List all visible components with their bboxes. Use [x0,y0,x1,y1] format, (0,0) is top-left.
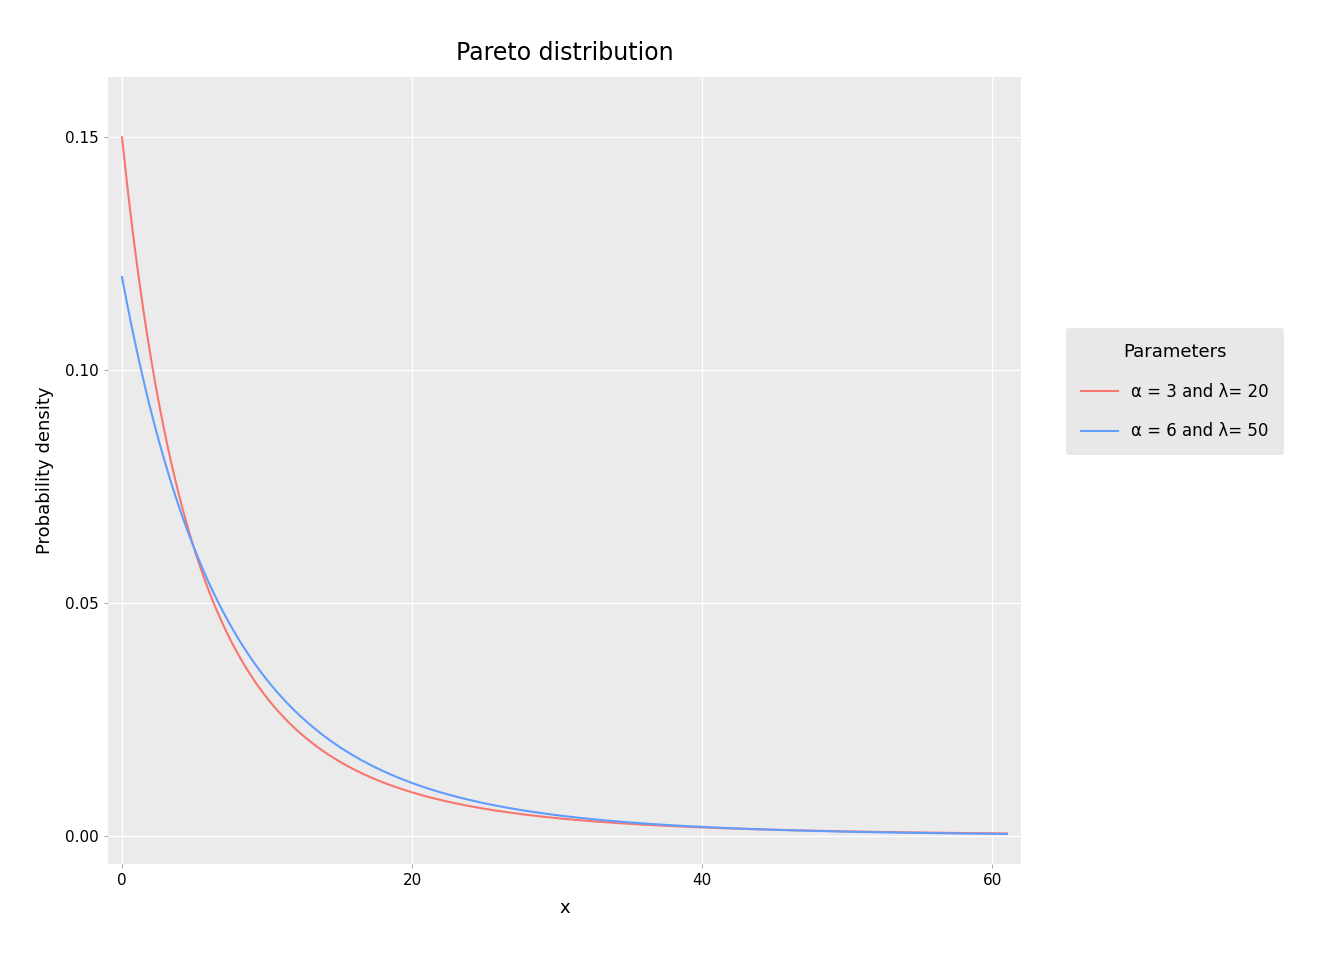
Title: Pareto distribution: Pareto distribution [456,41,673,65]
X-axis label: x: x [559,900,570,917]
Legend: α = 3 and λ= 20, α = 6 and λ= 50: α = 3 and λ= 20, α = 6 and λ= 50 [1066,328,1284,455]
Y-axis label: Probability density: Probability density [36,387,54,554]
